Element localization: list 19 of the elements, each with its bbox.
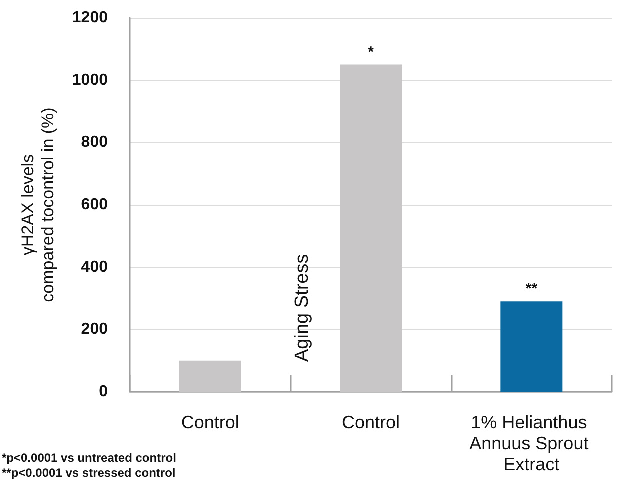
annotation: Aging Stress — [292, 254, 314, 362]
y-tick-label: 600 — [81, 196, 108, 214]
data-label: ** — [526, 280, 538, 298]
y-tick-label: 1200 — [72, 10, 108, 26]
bar — [500, 302, 563, 392]
text: *p<0.0001 vs untreated control — [2, 451, 176, 465]
text: **p<0.0001 vs stressed control — [2, 466, 176, 480]
bar — [179, 360, 242, 392]
x-tick-label: Control — [342, 412, 400, 432]
y-tick-label: 0 — [99, 384, 108, 400]
y-tick-label: 1000 — [72, 72, 108, 89]
x-tick-label: Control — [181, 412, 240, 432]
y-tick-label: 200 — [81, 321, 108, 338]
data-label: * — [368, 44, 374, 61]
y-axis-title: γH2AX levels compared tocontrol in (%) — [18, 108, 58, 302]
y-tick-label: 800 — [81, 134, 108, 152]
bar — [340, 64, 402, 392]
x-tick-label: 1% Helianthus Annuus Sprout Extract — [470, 412, 594, 474]
y-tick-label: 400 — [81, 258, 108, 276]
